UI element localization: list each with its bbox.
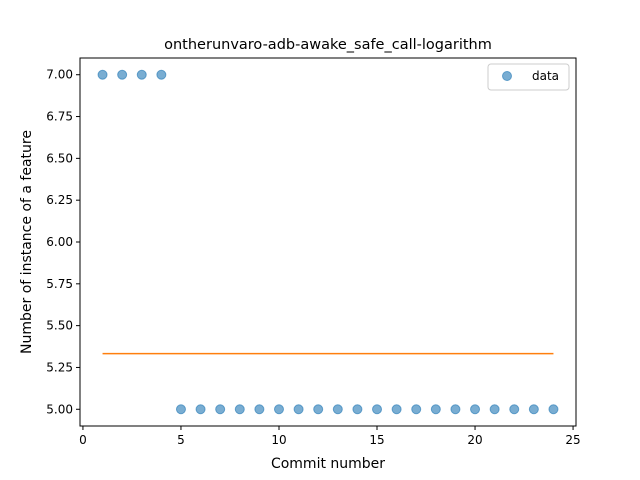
chart-title: ontherunvaro-adb-awake_safe_call-logarit… bbox=[164, 37, 492, 53]
data-point bbox=[372, 404, 383, 415]
data-point bbox=[234, 404, 245, 415]
y-axis-label: Number of instance of a feature bbox=[19, 130, 35, 354]
y-tick-label: 5.00 bbox=[46, 402, 73, 416]
data-point bbox=[489, 404, 500, 415]
data-point bbox=[450, 404, 461, 415]
legend-box bbox=[487, 63, 570, 91]
data-point bbox=[136, 69, 147, 80]
data-point bbox=[313, 404, 324, 415]
data-point bbox=[97, 69, 108, 80]
x-axis-label: Commit number bbox=[271, 456, 385, 472]
plot-area bbox=[97, 69, 559, 415]
data-point bbox=[352, 404, 363, 415]
y-tick-label: 5.50 bbox=[46, 319, 73, 333]
plot-frame bbox=[79, 57, 577, 427]
data-point bbox=[293, 404, 304, 415]
data-point bbox=[215, 404, 226, 415]
data-point bbox=[509, 404, 520, 415]
data-point bbox=[411, 404, 422, 415]
data-point bbox=[195, 404, 206, 415]
legend-marker-data bbox=[502, 71, 512, 81]
y-tick-label: 6.00 bbox=[46, 235, 73, 249]
x-tick-label: 20 bbox=[467, 433, 482, 447]
data-point bbox=[332, 404, 343, 415]
y-tick-label: 7.00 bbox=[46, 68, 73, 82]
y-tick-label: 6.50 bbox=[46, 151, 73, 165]
y-tick-label: 6.75 bbox=[46, 110, 73, 124]
data-point bbox=[391, 404, 402, 415]
data-point bbox=[548, 404, 559, 415]
data-point bbox=[470, 404, 481, 415]
x-tick-label: 10 bbox=[271, 433, 286, 447]
data-point bbox=[430, 404, 441, 415]
y-tick-label: 5.75 bbox=[46, 277, 73, 291]
y-tick-label: 5.25 bbox=[46, 360, 73, 374]
x-tick-label: 0 bbox=[79, 433, 87, 447]
data-point bbox=[156, 69, 167, 80]
x-tick-label: 25 bbox=[565, 433, 580, 447]
y-tick-label: 6.25 bbox=[46, 193, 73, 207]
x-tick-label: 5 bbox=[177, 433, 185, 447]
data-point bbox=[528, 404, 539, 415]
legend-label-data: data bbox=[532, 69, 559, 83]
data-point bbox=[175, 404, 186, 415]
data-point bbox=[254, 404, 265, 415]
data-point bbox=[117, 69, 128, 80]
data-point bbox=[273, 404, 284, 415]
axes: 0 5 10 15 20 25 5.00 5.25 5.50 5.75 6.00 6.25 6.50 6.… bbox=[46, 68, 580, 447]
legend: data bbox=[487, 63, 570, 91]
x-tick-label: 15 bbox=[369, 433, 384, 447]
